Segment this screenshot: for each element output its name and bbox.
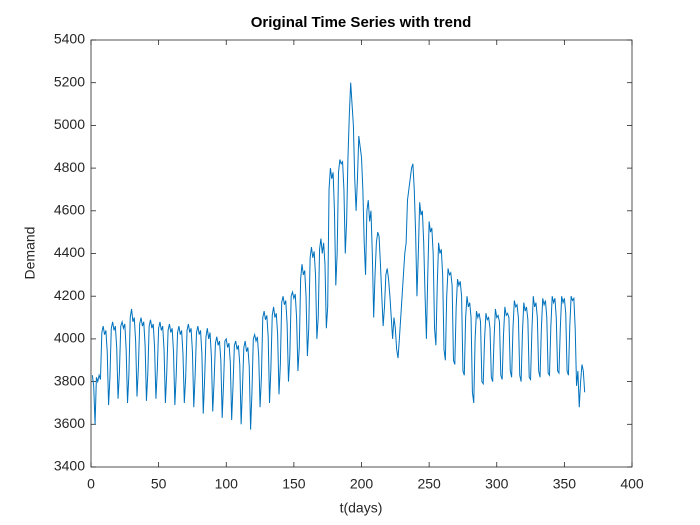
y-tick-label: 5000 bbox=[54, 116, 85, 132]
y-tick-label: 4800 bbox=[54, 159, 85, 175]
y-tick-label: 5200 bbox=[54, 73, 85, 89]
y-tick-label: 3400 bbox=[54, 458, 85, 474]
y-tick-label: 3600 bbox=[54, 415, 85, 431]
y-axis-label: Demand bbox=[22, 227, 38, 280]
x-tick-label: 250 bbox=[417, 476, 441, 492]
x-tick-label: 200 bbox=[350, 476, 374, 492]
y-tick-label: 4200 bbox=[54, 287, 85, 303]
y-tick-label: 4600 bbox=[54, 202, 85, 218]
data-line bbox=[91, 82, 586, 430]
x-tick-label: 100 bbox=[215, 476, 239, 492]
y-tick-label: 4000 bbox=[54, 330, 85, 346]
y-tick-label: 4400 bbox=[54, 244, 85, 260]
chart-title: Original Time Series with trend bbox=[251, 14, 472, 31]
x-tick-label: 400 bbox=[620, 476, 644, 492]
x-axis-label: t(days) bbox=[340, 500, 383, 516]
x-tick-label: 0 bbox=[87, 476, 95, 492]
y-tick-label: 5400 bbox=[54, 31, 85, 47]
y-tick-label: 3800 bbox=[54, 372, 85, 388]
x-tick-label: 50 bbox=[151, 476, 167, 492]
x-tick-label: 150 bbox=[282, 476, 306, 492]
x-tick-label: 300 bbox=[485, 476, 509, 492]
x-tick-label: 350 bbox=[553, 476, 577, 492]
